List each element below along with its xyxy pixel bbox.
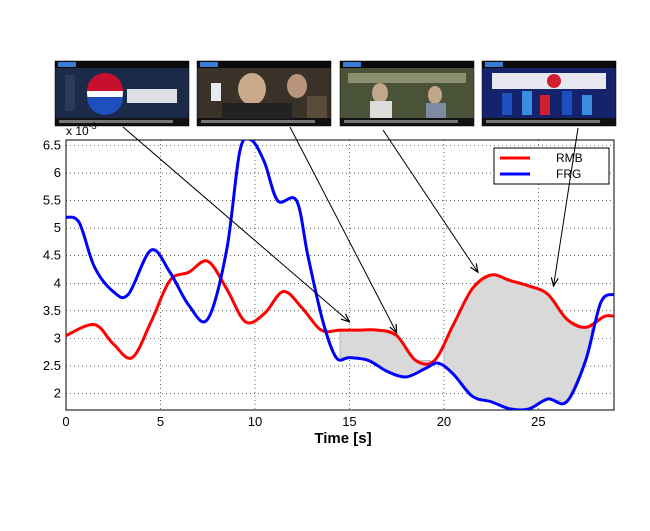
- x-axis-ticks: 0 5 10 15 20 25: [62, 414, 545, 429]
- thumbnail-2: [196, 60, 332, 127]
- y-exponent-label: x 10-3: [66, 121, 97, 138]
- thumbnail-strip: [54, 60, 617, 127]
- x-tick-label: 0: [62, 414, 69, 429]
- annotation-arrow-head: [389, 323, 398, 335]
- x-tick-label: 20: [437, 414, 451, 429]
- annotation-arrow-head: [340, 313, 351, 323]
- y-tick-label: 3: [54, 330, 61, 345]
- thumbnail-4: [481, 60, 617, 127]
- annotation-arrows: [122, 126, 579, 335]
- annotation-arrow-line: [122, 126, 350, 323]
- y-tick-label: 5.5: [43, 193, 61, 208]
- y-tick-label: 5: [54, 220, 61, 235]
- thumbnail-3: [339, 60, 475, 127]
- y-tick-label: 4: [54, 275, 61, 290]
- x-axis-label: Time [s]: [314, 430, 371, 447]
- x-tick-label: 25: [531, 414, 545, 429]
- series-line-frg: [66, 140, 614, 410]
- legend: RMB FRG: [493, 147, 610, 185]
- y-tick-label: 2.5: [43, 358, 61, 373]
- x-tick-label: 15: [342, 414, 356, 429]
- series-lines: [66, 140, 614, 410]
- annotation-arrow-line: [553, 127, 579, 287]
- y-tick-label: 4.5: [43, 248, 61, 263]
- y-axis-ticks: 2 2.5 3 3.5 4 4.5 5 5.5 6 6.5: [43, 138, 61, 401]
- x-tick-label: 5: [157, 414, 164, 429]
- thumbnail-1: [54, 60, 190, 127]
- annotation-arrow-line: [289, 126, 398, 334]
- legend-label-rmb: RMB: [556, 151, 583, 165]
- annotation-arrow-head: [470, 263, 479, 274]
- annotation-arrow-line: [382, 129, 479, 273]
- y-tick-label: 6.5: [43, 138, 61, 153]
- legend-label-frg: FRG: [556, 167, 581, 181]
- series-line-rmb: [66, 259, 614, 366]
- x-tick-label: 10: [248, 414, 262, 429]
- y-tick-label: 6: [54, 165, 61, 180]
- annotation-arrow-head: [550, 277, 559, 288]
- y-tick-label: 3.5: [43, 303, 61, 318]
- y-tick-label: 2: [54, 385, 61, 400]
